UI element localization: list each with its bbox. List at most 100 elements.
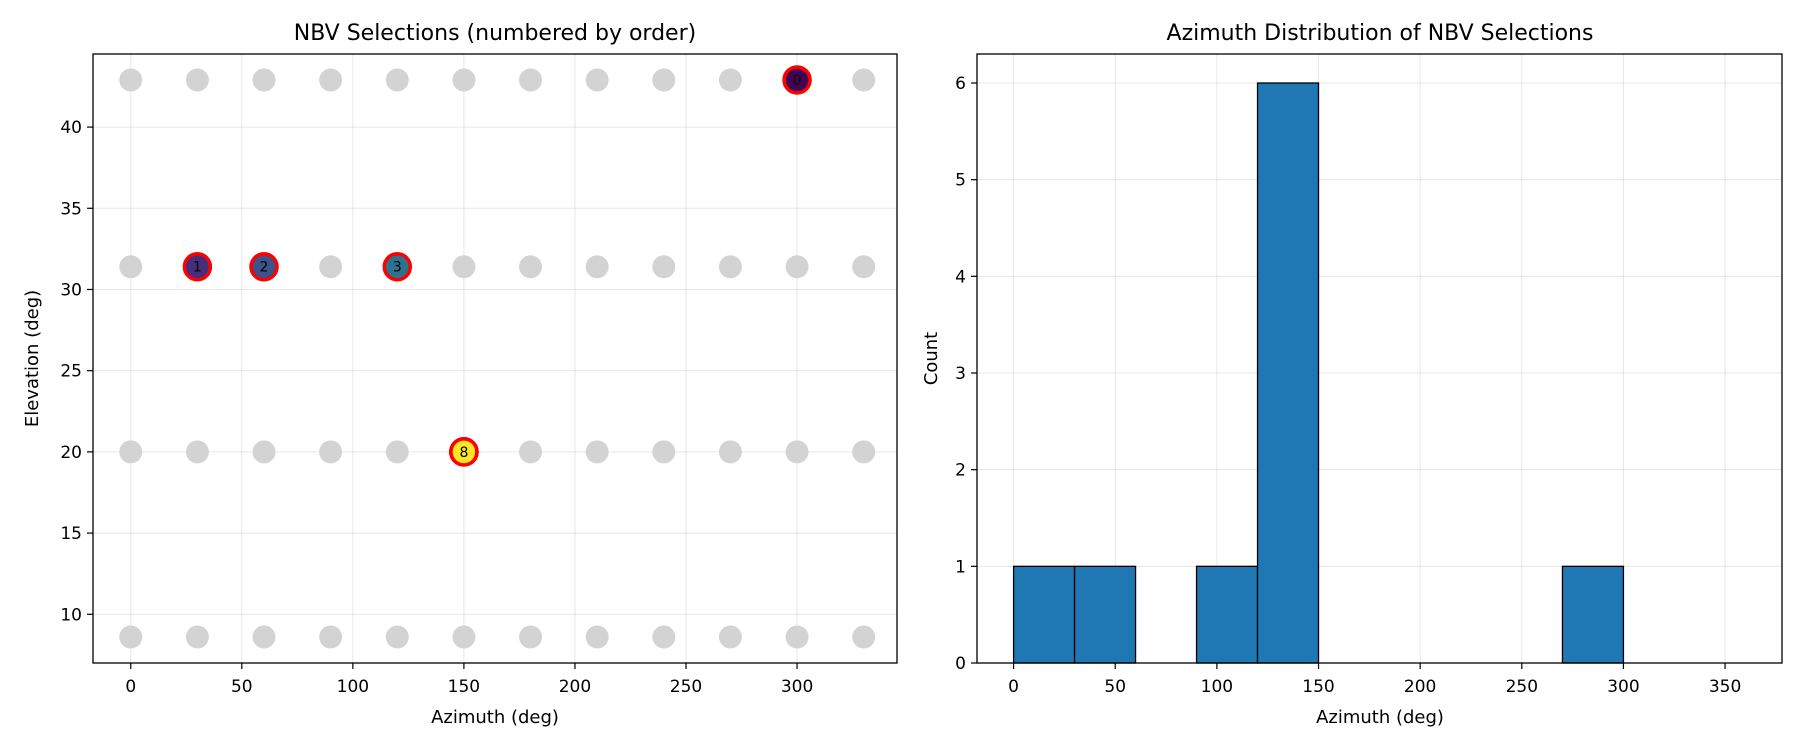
candidate-point — [852, 625, 876, 649]
histogram-x-tick-label: 350 — [1709, 677, 1741, 697]
candidate-point — [785, 255, 809, 279]
scatter-x-tick-label: 0 — [125, 677, 136, 697]
histogram-bar — [1073, 565, 1137, 664]
scatter-x-tick-label: 50 — [231, 677, 253, 697]
candidate-point — [252, 625, 276, 649]
selected-view-marker — [249, 251, 279, 282]
selected-view-order-label: 1 — [193, 260, 202, 276]
histogram-x-tick-label: 200 — [1404, 677, 1436, 697]
histogram-y-tick-label: 3 — [955, 364, 966, 384]
selected-view-order-label: 2 — [260, 260, 269, 276]
candidate-point — [652, 68, 676, 92]
histogram-x-tick-label: 250 — [1506, 677, 1538, 697]
scatter-y-tick-label: 30 — [60, 280, 82, 300]
candidate-point — [385, 625, 409, 649]
histogram-y-tick-label: 1 — [955, 557, 966, 577]
candidate-point — [519, 68, 543, 92]
candidate-point — [385, 440, 409, 464]
scatter-x-tick-label: 100 — [337, 677, 369, 697]
histogram-axes-frame — [976, 53, 1783, 664]
histogram-bar — [1012, 565, 1076, 664]
candidate-point — [585, 440, 609, 464]
histogram-bar — [1256, 82, 1320, 664]
candidate-point — [319, 440, 343, 464]
candidate-point — [519, 440, 543, 464]
histogram-y-tick-label: 4 — [955, 267, 966, 287]
histogram-ticks: 0 50 100 150 200 250 300 350 0 1 2 3 4 5 6 — [955, 74, 1741, 697]
histogram-y-tick-label: 0 — [955, 654, 966, 674]
histogram-bar — [1561, 565, 1625, 664]
candidate-point — [718, 68, 742, 92]
histogram-y-tick-label: 6 — [955, 74, 966, 94]
histogram-panel: Azimuth Distribution of NBV Selections 0… — [921, 21, 1783, 728]
scatter-x-tick-label: 150 — [448, 677, 480, 697]
candidate-point — [852, 68, 876, 92]
histogram-bar — [1195, 565, 1259, 664]
candidate-point — [652, 255, 676, 279]
histogram-x-tick-label: 0 — [1008, 677, 1019, 697]
candidate-point — [319, 255, 343, 279]
scatter-y-tick-label: 15 — [60, 524, 82, 544]
candidate-point — [519, 625, 543, 649]
scatter-x-tick-label: 300 — [781, 677, 813, 697]
candidate-point — [185, 625, 209, 649]
candidate-point — [119, 68, 143, 92]
candidate-point — [319, 625, 343, 649]
scatter-ticks: 0 50 100 150 200 250 300 10 15 20 25 30 35 40 — [60, 118, 813, 697]
scatter-x-tick-label: 250 — [670, 677, 702, 697]
scatter-selections: 012345678 — [182, 65, 812, 467]
selected-view-marker — [449, 437, 479, 467]
scatter-y-tick-label: 40 — [60, 118, 82, 138]
scatter-panel: NBV Selections (numbered by order) 0 1 2 3 4… — [22, 21, 898, 728]
histogram-x-tick-label: 300 — [1607, 677, 1639, 697]
candidate-point — [252, 440, 276, 464]
candidate-point — [652, 440, 676, 464]
candidate-point — [585, 255, 609, 279]
selected-view-marker — [382, 251, 413, 282]
candidate-point — [785, 625, 809, 649]
histogram-y-tick-label: 2 — [955, 461, 966, 481]
scatter-y-tick-label: 25 — [60, 362, 82, 382]
candidate-point — [652, 625, 676, 649]
scatter-y-tick-label: 20 — [60, 443, 82, 463]
scatter-ylabel: Elevation (deg) — [22, 290, 43, 427]
candidate-point — [519, 255, 543, 279]
histogram-y-tick-label: 5 — [955, 171, 966, 191]
selected-view-order-label: 3 — [393, 260, 402, 276]
scatter-y-tick-label: 10 — [60, 605, 82, 625]
candidate-point — [585, 625, 609, 649]
candidate-point — [718, 625, 742, 649]
histogram-ylabel: Count — [921, 332, 942, 385]
selected-view-order-label: 8 — [459, 445, 468, 461]
selected-view-marker — [182, 251, 213, 282]
candidate-point — [119, 440, 143, 464]
histogram-xlabel: Azimuth (deg) — [1316, 707, 1444, 728]
scatter-x-tick-label: 200 — [559, 677, 591, 697]
scatter-axes-frame — [92, 53, 898, 664]
histogram-x-tick-label: 50 — [1104, 677, 1126, 697]
candidate-point — [119, 255, 143, 279]
candidate-point — [385, 68, 409, 92]
candidate-point — [185, 440, 209, 464]
scatter-grid — [93, 54, 897, 663]
scatter-y-tick-label: 35 — [60, 199, 82, 219]
candidate-point — [252, 68, 276, 92]
candidate-point — [852, 255, 876, 279]
candidate-point — [452, 625, 476, 649]
candidate-point — [785, 440, 809, 464]
candidate-point — [718, 440, 742, 464]
scatter-candidates — [119, 68, 876, 649]
candidate-point — [452, 255, 476, 279]
candidate-point — [452, 68, 476, 92]
candidate-point — [585, 68, 609, 92]
candidate-point — [718, 255, 742, 279]
histogram-bars — [1012, 82, 1625, 664]
histogram-x-tick-label: 100 — [1201, 677, 1233, 697]
histogram-x-tick-label: 150 — [1302, 677, 1334, 697]
candidate-point — [852, 440, 876, 464]
candidate-point — [185, 68, 209, 92]
selected-view-order-label: 0 — [793, 73, 802, 89]
candidate-point — [119, 625, 143, 649]
scatter-xlabel: Azimuth (deg) — [431, 707, 559, 728]
